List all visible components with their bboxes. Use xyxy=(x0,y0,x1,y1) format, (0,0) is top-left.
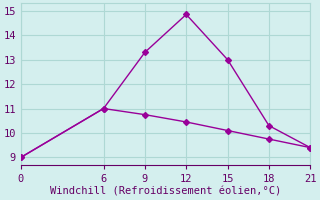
X-axis label: Windchill (Refroidissement éolien,°C): Windchill (Refroidissement éolien,°C) xyxy=(50,187,281,197)
